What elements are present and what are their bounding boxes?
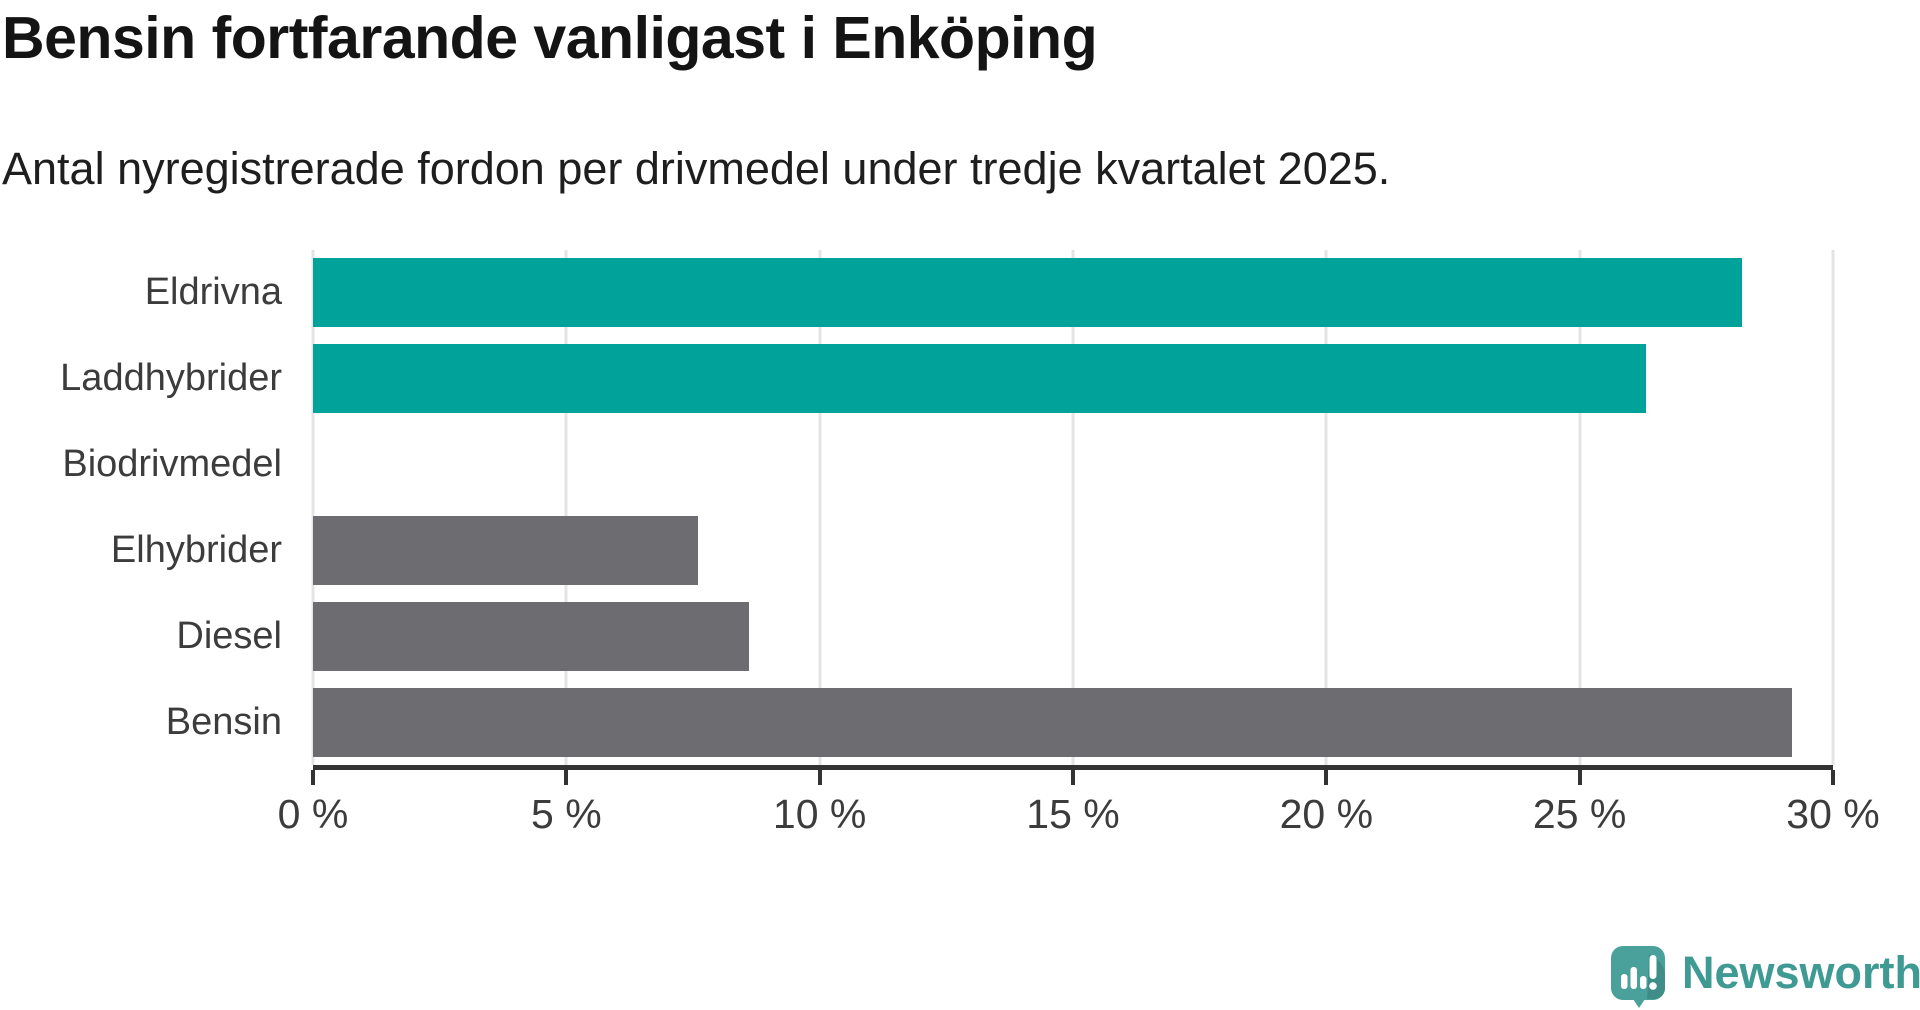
x-tick-0%: [311, 770, 315, 785]
bar-elhybrider: [313, 515, 699, 585]
newsworthy-speech-bubble-icon: [1611, 946, 1665, 1008]
chart-subtitle: Antal nyregistrerade fordon per drivmede…: [2, 143, 1391, 194]
x-tick-label-20%: 20 %: [1279, 791, 1374, 837]
gridline-20%: [1324, 250, 1328, 765]
x-tick-label-5%: 5 %: [531, 791, 602, 837]
x-tick-label-10%: 10 %: [772, 791, 867, 837]
bar-bensin: [313, 687, 1793, 757]
y-axis-labels: Eldrivna Laddhybrider Biodrivmedel Elhybrid…: [0, 250, 282, 765]
gridline-10%: [818, 250, 822, 765]
x-tick-10%: [817, 770, 822, 785]
plot-area: 0 % 5 % 10 % 15 % 20 % 25 % 30 %: [278, 250, 1880, 837]
category-label-laddhybrider: Laddhybrider: [60, 357, 282, 400]
gridline-15%: [1071, 250, 1075, 765]
x-tick-5%: [564, 770, 569, 785]
x-tick-30%: [1831, 770, 1835, 785]
gridline-0%: [311, 250, 315, 765]
category-label-eldrivna: Eldrivna: [144, 271, 282, 314]
x-tick-20%: [1324, 770, 1329, 785]
x-tick-label-0%: 0 %: [277, 791, 349, 837]
category-label-elhybrider: Elhybrider: [110, 528, 282, 571]
bar-diesel: [313, 601, 749, 671]
newsworthy-logo: Newsworthy: [1611, 946, 1920, 1008]
x-tick-label-30%: 30 %: [1786, 791, 1880, 837]
gridline-25%: [1578, 250, 1582, 765]
gridline-5%: [564, 250, 568, 765]
x-tick-25%: [1577, 770, 1582, 785]
x-tick-label-15%: 15 %: [1026, 791, 1120, 837]
bar-eldrivna: [313, 258, 1742, 328]
gridline-30%: [1831, 250, 1835, 765]
bar-laddhybrider: [313, 344, 1646, 414]
chart-title: Bensin fortfarande vanligast i Enköping: [2, 5, 1098, 71]
newsworthy-wordmark: Newsworthy: [1682, 947, 1920, 998]
category-label-biodrivmedel: Biodrivmedel: [62, 443, 282, 486]
category-label-bensin: Bensin: [165, 700, 282, 743]
category-label-diesel: Diesel: [176, 614, 282, 657]
x-tick-label-25%: 25 %: [1532, 791, 1627, 837]
x-tick-15%: [1071, 770, 1075, 785]
